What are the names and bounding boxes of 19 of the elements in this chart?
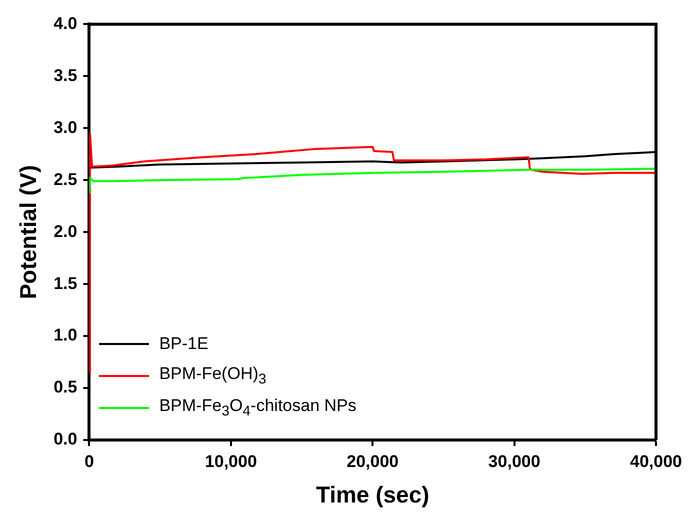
x-tick-label: 30,000 <box>488 452 540 471</box>
y-tick-label: 0.0 <box>54 430 78 449</box>
x-tick-label: 20,000 <box>346 452 399 471</box>
x-tick-label: 40,000 <box>630 452 682 471</box>
y-tick-label: 1.0 <box>54 326 78 345</box>
y-tick-label: 3.5 <box>54 66 78 85</box>
y-tick-label: 3.0 <box>54 118 78 137</box>
x-tick-label: 0 <box>84 452 94 471</box>
y-tick-label: 2.0 <box>54 222 78 241</box>
y-tick-label: 1.5 <box>54 274 78 293</box>
y-tick-label: 0.5 <box>54 378 78 397</box>
x-axis-title: Time (sec) <box>316 482 430 508</box>
legend-label: BPM-Fe(OH)$_{3}$ <box>159 364 266 388</box>
y-tick-label: 4.0 <box>54 14 78 33</box>
y-axis-title: Potential (V) <box>15 165 42 300</box>
legend-label: BP-1E <box>159 334 208 354</box>
x-tick-label: 10,000 <box>204 452 257 471</box>
legend-label: BPM-Fe$_{3}$O$_{4}$-chitosan NPs <box>159 396 356 420</box>
y-tick-label: 2.5 <box>54 170 78 189</box>
